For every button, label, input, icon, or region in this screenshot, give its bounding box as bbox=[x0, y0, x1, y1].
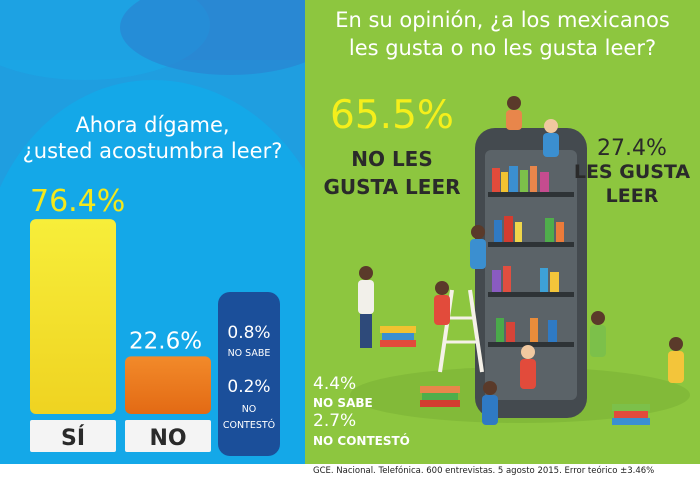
bar-no bbox=[125, 356, 211, 414]
opinion-label-no-contesto-line-1: NO CONTESTÓ bbox=[313, 433, 410, 448]
shelf-books bbox=[492, 166, 564, 342]
other-responses: 0.8% NO SABE 0.2% NO CONTESTÓ bbox=[218, 292, 280, 456]
book-stacks bbox=[380, 326, 650, 425]
reading-illustration bbox=[350, 96, 690, 425]
opinion-value-no-sabe: 4.4% bbox=[313, 374, 356, 394]
other-responses-box bbox=[218, 292, 280, 456]
bar-yes bbox=[30, 219, 116, 414]
other-label-no-contesto-line-2: CONTESTÓ bbox=[223, 419, 275, 431]
opinion-label-no-les-gusta-line-1: NO LES bbox=[351, 147, 433, 171]
right-question-line-1: En su opinión, ¿a los mexicanos bbox=[335, 8, 670, 32]
opinion-label-les-gusta-line-2: LEER bbox=[606, 185, 659, 207]
reading-people bbox=[358, 96, 684, 425]
bar-chart: 76.4% SÍ 22.6% NO bbox=[30, 184, 211, 452]
opinion-value-no-contesto: 2.7% bbox=[313, 411, 356, 431]
opinion-label-les-gusta-line-1: LES GUSTA bbox=[574, 161, 691, 183]
bar-value-label-no: 22.6% bbox=[129, 328, 202, 354]
category-label-box-yes bbox=[30, 420, 116, 452]
category-label-yes: SÍ bbox=[61, 425, 85, 451]
opinion-value-no-les-gusta: 65.5% bbox=[330, 93, 454, 138]
other-value-no-sabe: 0.8% bbox=[227, 323, 270, 343]
other-label-no-sabe-line-1: NO SABE bbox=[228, 348, 271, 359]
other-label-no-contesto-line-1: NO bbox=[242, 404, 257, 415]
bar-value-label-yes: 76.4% bbox=[30, 184, 125, 219]
category-label-box-no bbox=[125, 420, 211, 452]
opinion-label-no-sabe-line-1: NO SABE bbox=[313, 396, 373, 410]
right-question-line-2: les gusta o no les gusta leer? bbox=[348, 36, 657, 60]
other-value-no-contesto: 0.2% bbox=[227, 377, 270, 397]
category-label-no: NO bbox=[149, 426, 186, 451]
left-question-line-1: Ahora dígame, bbox=[75, 113, 230, 137]
footer-bar: GCE. Nacional. Telefónica. 600 entrevist… bbox=[305, 464, 700, 480]
right-question-title: En su opinión, ¿a los mexicanos les gust… bbox=[305, 6, 700, 62]
source-note: GCE. Nacional. Telefónica. 600 entrevist… bbox=[313, 466, 655, 476]
left-question-line-2: ¿usted acostumbra leer? bbox=[22, 139, 283, 163]
left-question-title: Ahora dígame, ¿usted acostumbra leer? bbox=[0, 112, 305, 164]
opinion-label-no-les-gusta-line-2: GUSTA LEER bbox=[323, 175, 460, 199]
opinion-value-les-gusta: 27.4% bbox=[597, 136, 667, 161]
